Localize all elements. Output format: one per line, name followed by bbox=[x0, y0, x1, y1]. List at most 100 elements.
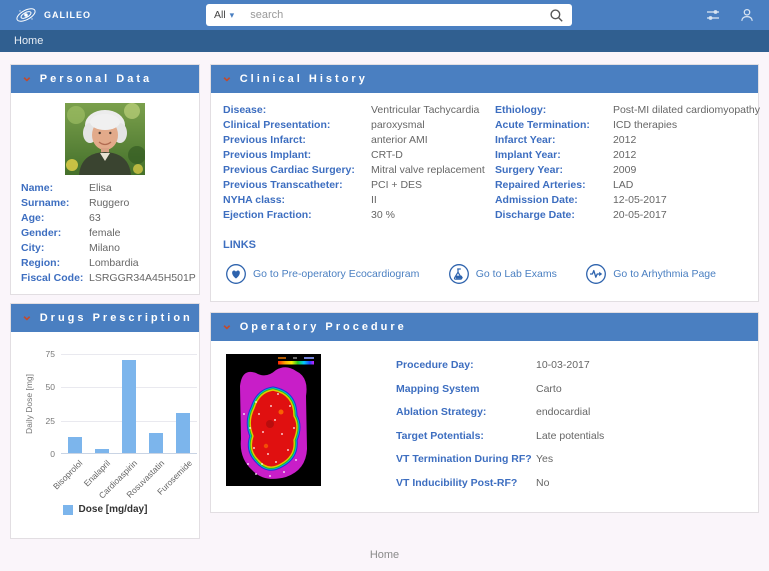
field-label: Ethiology: bbox=[494, 104, 547, 116]
personal-data-panel: ⌄ Personal Data bbox=[10, 64, 200, 295]
field-label: NYHA class: bbox=[223, 194, 286, 206]
field-label: Discharge Date: bbox=[494, 209, 575, 221]
field-row: VT Termination During RF? Yes bbox=[396, 452, 604, 467]
breadcrumb-home[interactable]: Home bbox=[14, 35, 44, 47]
bar-enalapril bbox=[94, 449, 109, 453]
footer-home-link[interactable]: Home bbox=[369, 549, 400, 561]
field-label: Previous Cardiac Surgery: bbox=[223, 164, 355, 176]
cardiac-map-image bbox=[226, 354, 321, 499]
field-value: 30 % bbox=[371, 209, 395, 221]
field-value: Carto bbox=[536, 382, 562, 395]
chevron-down-icon[interactable]: ⌄ bbox=[221, 68, 233, 84]
field-value: 12-05-2017 bbox=[612, 194, 667, 206]
field-row: Surname: Ruggero bbox=[21, 196, 189, 211]
field-label: City: bbox=[21, 242, 45, 254]
field-row: Age: 63 bbox=[21, 211, 189, 226]
y-tick-label: 75 bbox=[45, 349, 55, 359]
clinical-fields-grid: Disease: Ventricular Tachycardia Clinical … bbox=[223, 103, 760, 223]
left-column: ⌄ Personal Data bbox=[10, 64, 200, 539]
field-row: Acute Termination: ICD therapies bbox=[495, 118, 746, 133]
tune-icon[interactable] bbox=[705, 7, 721, 23]
field-value: II bbox=[371, 194, 377, 206]
panel-title: Drugs Prescription bbox=[39, 312, 193, 324]
clinical-right-column: Ethiology: Post-MI dilated cardiomyopathy… bbox=[494, 103, 760, 223]
chevron-down-icon[interactable]: ⌄ bbox=[21, 307, 33, 323]
field-label: Target Potentials: bbox=[396, 429, 484, 442]
panel-title: Operatory Procedure bbox=[239, 321, 407, 333]
field-value: No bbox=[536, 476, 550, 489]
panel-title: Personal Data bbox=[39, 73, 153, 85]
search-bar: All ▾ bbox=[206, 4, 572, 26]
link-label: Go to Pre-operatory Ecocardiogram bbox=[253, 268, 420, 280]
field-value: 20-05-2017 bbox=[612, 209, 667, 221]
bar-furosemide bbox=[176, 413, 191, 453]
field-label: Gender: bbox=[21, 227, 62, 239]
field-row: Mapping System Carto bbox=[396, 382, 604, 397]
field-label: Clinical Presentation: bbox=[223, 119, 331, 131]
field-row: Previous Infarct: anterior AMI bbox=[223, 133, 495, 148]
field-row: Region: Lombardia bbox=[21, 256, 189, 271]
field-row: Admission Date: 12-05-2017 bbox=[495, 193, 746, 208]
field-value: LSRGGR34A45H501P bbox=[89, 272, 196, 284]
ecocardiogram-icon bbox=[225, 263, 247, 285]
field-label: Infarct Year: bbox=[494, 134, 556, 146]
panel-title: Clinical History bbox=[239, 73, 368, 85]
drugs-prescription-panel: ⌄ Drugs Prescription Daily Dose [mg] 0 25… bbox=[10, 303, 200, 539]
field-row: Ablation Strategy: endocardial bbox=[396, 405, 604, 420]
field-value: Post-MI dilated cardiomyopathy bbox=[612, 104, 761, 116]
bar-bisoprolol bbox=[67, 437, 82, 453]
field-label: Mapping System bbox=[396, 382, 480, 395]
app-logo[interactable]: GALILEO bbox=[14, 4, 206, 26]
operatory-procedure-panel-header[interactable]: ⌄ Operatory Procedure bbox=[211, 313, 758, 341]
search-filter-dropdown[interactable]: All ▾ bbox=[214, 9, 234, 21]
field-value: Elisa bbox=[89, 182, 112, 194]
drugs-prescription-panel-header[interactable]: ⌄ Drugs Prescription bbox=[11, 304, 199, 332]
dose-bar-chart: Daily Dose [mg] 0 25 50 75 Bisoprolol Enalapr… bbox=[21, 342, 197, 530]
chart-plot-area: 0 25 50 75 Bisoprolol Enalapril Cardioaspirin R… bbox=[46, 349, 197, 500]
search-input[interactable] bbox=[248, 8, 549, 22]
field-row: Implant Year: 2012 bbox=[495, 148, 746, 163]
field-label: Previous Infarct: bbox=[223, 134, 306, 146]
x-tick-label: Bisoprolol bbox=[51, 458, 85, 492]
field-value: 10-03-2017 bbox=[536, 359, 590, 371]
field-row: VT Inducibility Post-RF? No bbox=[396, 476, 604, 491]
link-arrhythmia-page[interactable]: Go to Arhythmia Page bbox=[585, 263, 716, 285]
bar-rosuvastatin bbox=[149, 433, 164, 453]
field-value: Ruggero bbox=[89, 197, 130, 209]
field-row: Disease: Ventricular Tachycardia bbox=[223, 103, 495, 118]
galaxy-logo-icon bbox=[14, 4, 38, 26]
chart-legend: Dose [mg/day] bbox=[21, 504, 189, 515]
field-value: 2012 bbox=[612, 149, 637, 161]
link-preoperatory-ecocardiogram[interactable]: Go to Pre-operatory Ecocardiogram bbox=[225, 263, 419, 285]
chevron-down-icon[interactable]: ⌄ bbox=[21, 68, 33, 84]
clinical-history-panel-header[interactable]: ⌄ Clinical History bbox=[211, 65, 758, 93]
personal-data-body: Name: Elisa Surname: Ruggero Age: 63 Gender: fe… bbox=[11, 93, 199, 294]
page-footer: Home bbox=[0, 539, 769, 571]
field-row: NYHA class: II bbox=[223, 193, 495, 208]
arrhythmia-icon bbox=[585, 263, 607, 285]
operatory-procedure-body: Procedure Day: 10-03-2017 Mapping System Ca… bbox=[211, 341, 758, 512]
drugs-chart-body: Daily Dose [mg] 0 25 50 75 Bisoprolol Enalapr… bbox=[11, 332, 199, 538]
y-axis-label: Daily Dose [mg] bbox=[24, 374, 34, 434]
lab-flask-icon bbox=[448, 263, 470, 285]
field-value: Late potentials bbox=[536, 429, 605, 442]
field-label: Repaired Arteries: bbox=[494, 179, 586, 191]
personal-data-panel-header[interactable]: ⌄ Personal Data bbox=[11, 65, 199, 93]
field-row: Previous Implant: CRT-D bbox=[223, 148, 495, 163]
field-label: Implant Year: bbox=[494, 149, 561, 161]
field-row: Ethiology: Post-MI dilated cardiomyopathy bbox=[494, 103, 760, 118]
user-icon[interactable] bbox=[739, 7, 755, 23]
link-label: Go to Lab Exams bbox=[475, 268, 557, 280]
field-label: Previous Implant: bbox=[223, 149, 312, 161]
magnifier-icon[interactable] bbox=[549, 8, 564, 23]
field-row: Fiscal Code: LSRGGR34A45H501P bbox=[21, 271, 196, 286]
clinical-history-panel: ⌄ Clinical History Disease: Ventricular T… bbox=[210, 64, 760, 302]
field-label: Procedure Day: bbox=[396, 359, 474, 371]
field-label: Surname: bbox=[21, 197, 70, 209]
links-heading: LINKS bbox=[223, 239, 256, 251]
field-value: female bbox=[89, 227, 121, 239]
legend-label: Dose [mg/day] bbox=[78, 504, 148, 515]
field-label: VT Inducibility Post-RF? bbox=[396, 476, 518, 489]
link-lab-exams[interactable]: Go to Lab Exams bbox=[448, 263, 557, 285]
chevron-down-icon[interactable]: ⌄ bbox=[221, 316, 233, 332]
